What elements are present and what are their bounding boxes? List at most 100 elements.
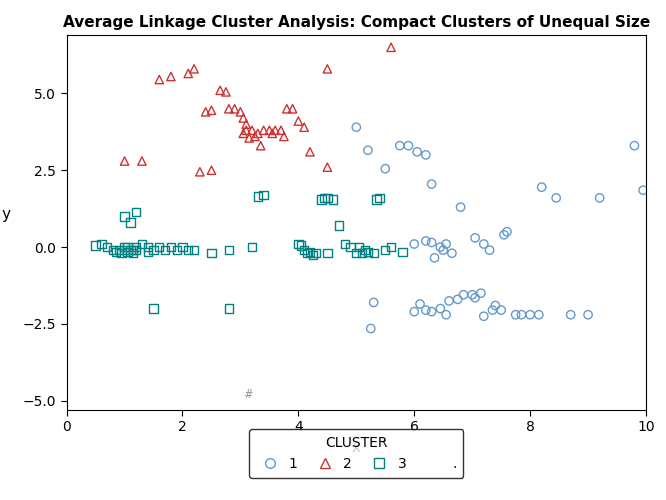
Point <box>183 246 194 254</box>
Point <box>267 130 278 138</box>
Point <box>241 120 252 128</box>
Point <box>380 246 390 254</box>
Point <box>426 238 437 246</box>
Point <box>166 243 176 251</box>
Point <box>470 234 480 242</box>
Point <box>128 246 139 254</box>
Point <box>171 246 182 254</box>
Point <box>366 324 376 332</box>
Point <box>250 132 260 140</box>
Point <box>108 246 119 254</box>
Point <box>357 249 368 257</box>
Point <box>351 123 362 131</box>
Point <box>244 134 254 142</box>
Point <box>362 146 373 154</box>
Point <box>224 304 234 312</box>
Point <box>206 249 216 257</box>
Point <box>282 105 292 113</box>
Point <box>319 194 330 202</box>
Point <box>113 246 124 254</box>
Point <box>328 196 338 203</box>
Point <box>368 249 379 257</box>
Point <box>340 240 350 248</box>
Point <box>467 290 478 298</box>
Point <box>441 310 452 318</box>
Point <box>368 298 379 306</box>
Point <box>200 108 211 116</box>
Text: #: # <box>245 388 253 401</box>
Point <box>420 306 431 314</box>
Point <box>310 249 321 257</box>
Point <box>224 246 234 254</box>
Point <box>490 302 501 310</box>
Point <box>394 142 405 150</box>
Point <box>122 243 133 251</box>
Point <box>429 254 440 262</box>
Point <box>206 166 216 174</box>
Point <box>304 248 315 256</box>
Point <box>510 310 521 318</box>
Point <box>496 306 507 314</box>
Point <box>371 196 382 203</box>
Point <box>143 248 153 256</box>
Point <box>409 308 420 316</box>
Point <box>220 88 231 96</box>
Point <box>119 243 130 251</box>
Point <box>499 231 509 239</box>
Legend: 1, 2, 3, .: 1, 2, 3, . <box>249 429 464 478</box>
Point <box>386 44 396 52</box>
Point <box>426 180 437 188</box>
Point <box>360 246 370 254</box>
Point <box>426 308 437 316</box>
Point <box>501 228 512 235</box>
Point <box>148 246 159 254</box>
Point <box>536 183 547 191</box>
Point <box>299 246 310 254</box>
Point <box>304 148 315 156</box>
Point <box>188 65 199 73</box>
Point <box>456 203 466 211</box>
Point <box>438 246 449 254</box>
Point <box>293 240 304 248</box>
Point <box>374 194 385 202</box>
Point <box>131 243 141 251</box>
Point <box>91 242 101 250</box>
Point <box>241 126 252 134</box>
Point <box>308 251 318 259</box>
Point <box>293 117 304 125</box>
Point <box>194 168 205 176</box>
Point <box>131 208 141 216</box>
Point <box>111 248 121 256</box>
Point <box>629 142 640 150</box>
Point <box>96 240 107 248</box>
Point <box>131 246 141 254</box>
Point <box>137 240 147 248</box>
X-axis label: x: x <box>352 440 361 455</box>
Point <box>278 132 289 140</box>
Point <box>594 194 605 202</box>
Point <box>351 249 362 257</box>
Point <box>354 243 364 251</box>
Point <box>238 130 248 138</box>
Point <box>238 114 248 122</box>
Point <box>322 249 333 257</box>
Point <box>420 151 431 159</box>
Point <box>287 105 298 113</box>
Point <box>177 243 188 251</box>
Point <box>380 164 390 172</box>
Point <box>478 312 489 320</box>
Point <box>412 148 422 156</box>
Point <box>229 105 240 113</box>
Point <box>122 248 133 256</box>
Point <box>638 186 649 194</box>
Point <box>166 72 176 80</box>
Point <box>525 310 535 318</box>
Point <box>362 248 373 256</box>
Point <box>334 222 344 230</box>
Point <box>322 163 333 171</box>
Point <box>206 106 216 114</box>
Point <box>117 249 127 257</box>
Point <box>235 108 246 116</box>
Point <box>276 126 286 134</box>
Point <box>252 192 263 200</box>
